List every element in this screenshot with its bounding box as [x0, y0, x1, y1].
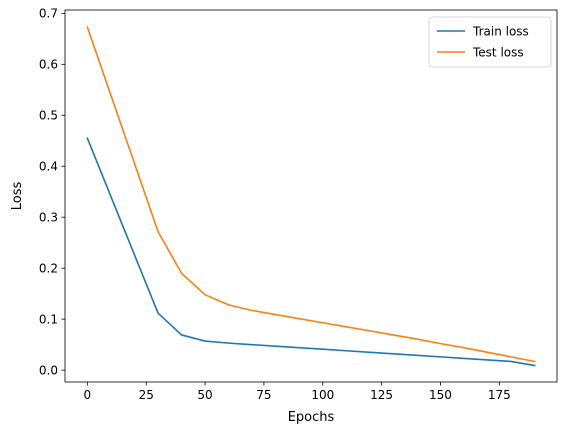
axes-frame — [64, 9, 558, 383]
x-tick-label: 25 — [139, 388, 154, 402]
legend-label: Train loss — [472, 25, 529, 39]
x-tick-label: 125 — [370, 388, 393, 402]
x-tick-label: 50 — [197, 388, 212, 402]
series-line-train-loss — [86, 137, 536, 367]
series-line-test-loss — [86, 26, 536, 363]
y-tick-label: 0.3 — [39, 211, 58, 225]
y-tick-label: 0.5 — [39, 109, 58, 123]
y-ticks: 0.0 0.1 0.2 0.3 0.4 0.5 0.6 0.7 — [39, 7, 65, 377]
x-tick-label: 175 — [488, 388, 511, 402]
x-axis-label: Epochs — [288, 410, 335, 425]
legend: Train loss Test loss — [428, 16, 552, 68]
x-tick-label: 100 — [311, 388, 334, 402]
y-tick-label: 0.4 — [39, 160, 58, 174]
series-layer — [86, 26, 536, 367]
legend-label: Test loss — [472, 46, 524, 60]
y-tick-label: 0.7 — [39, 7, 58, 21]
y-tick-label: 0.1 — [39, 312, 58, 326]
x-tick-label: 0 — [84, 388, 92, 402]
y-tick-label: 0.0 — [39, 363, 58, 377]
legend-box — [428, 16, 552, 68]
y-tick-label: 0.2 — [39, 261, 58, 275]
x-ticks: 0 25 50 75 100 125 150 175 — [84, 382, 511, 402]
y-axis-label: Loss — [10, 182, 25, 211]
y-tick-label: 0.6 — [39, 58, 58, 72]
x-tick-label: 75 — [256, 388, 271, 402]
x-tick-label: 150 — [429, 388, 452, 402]
